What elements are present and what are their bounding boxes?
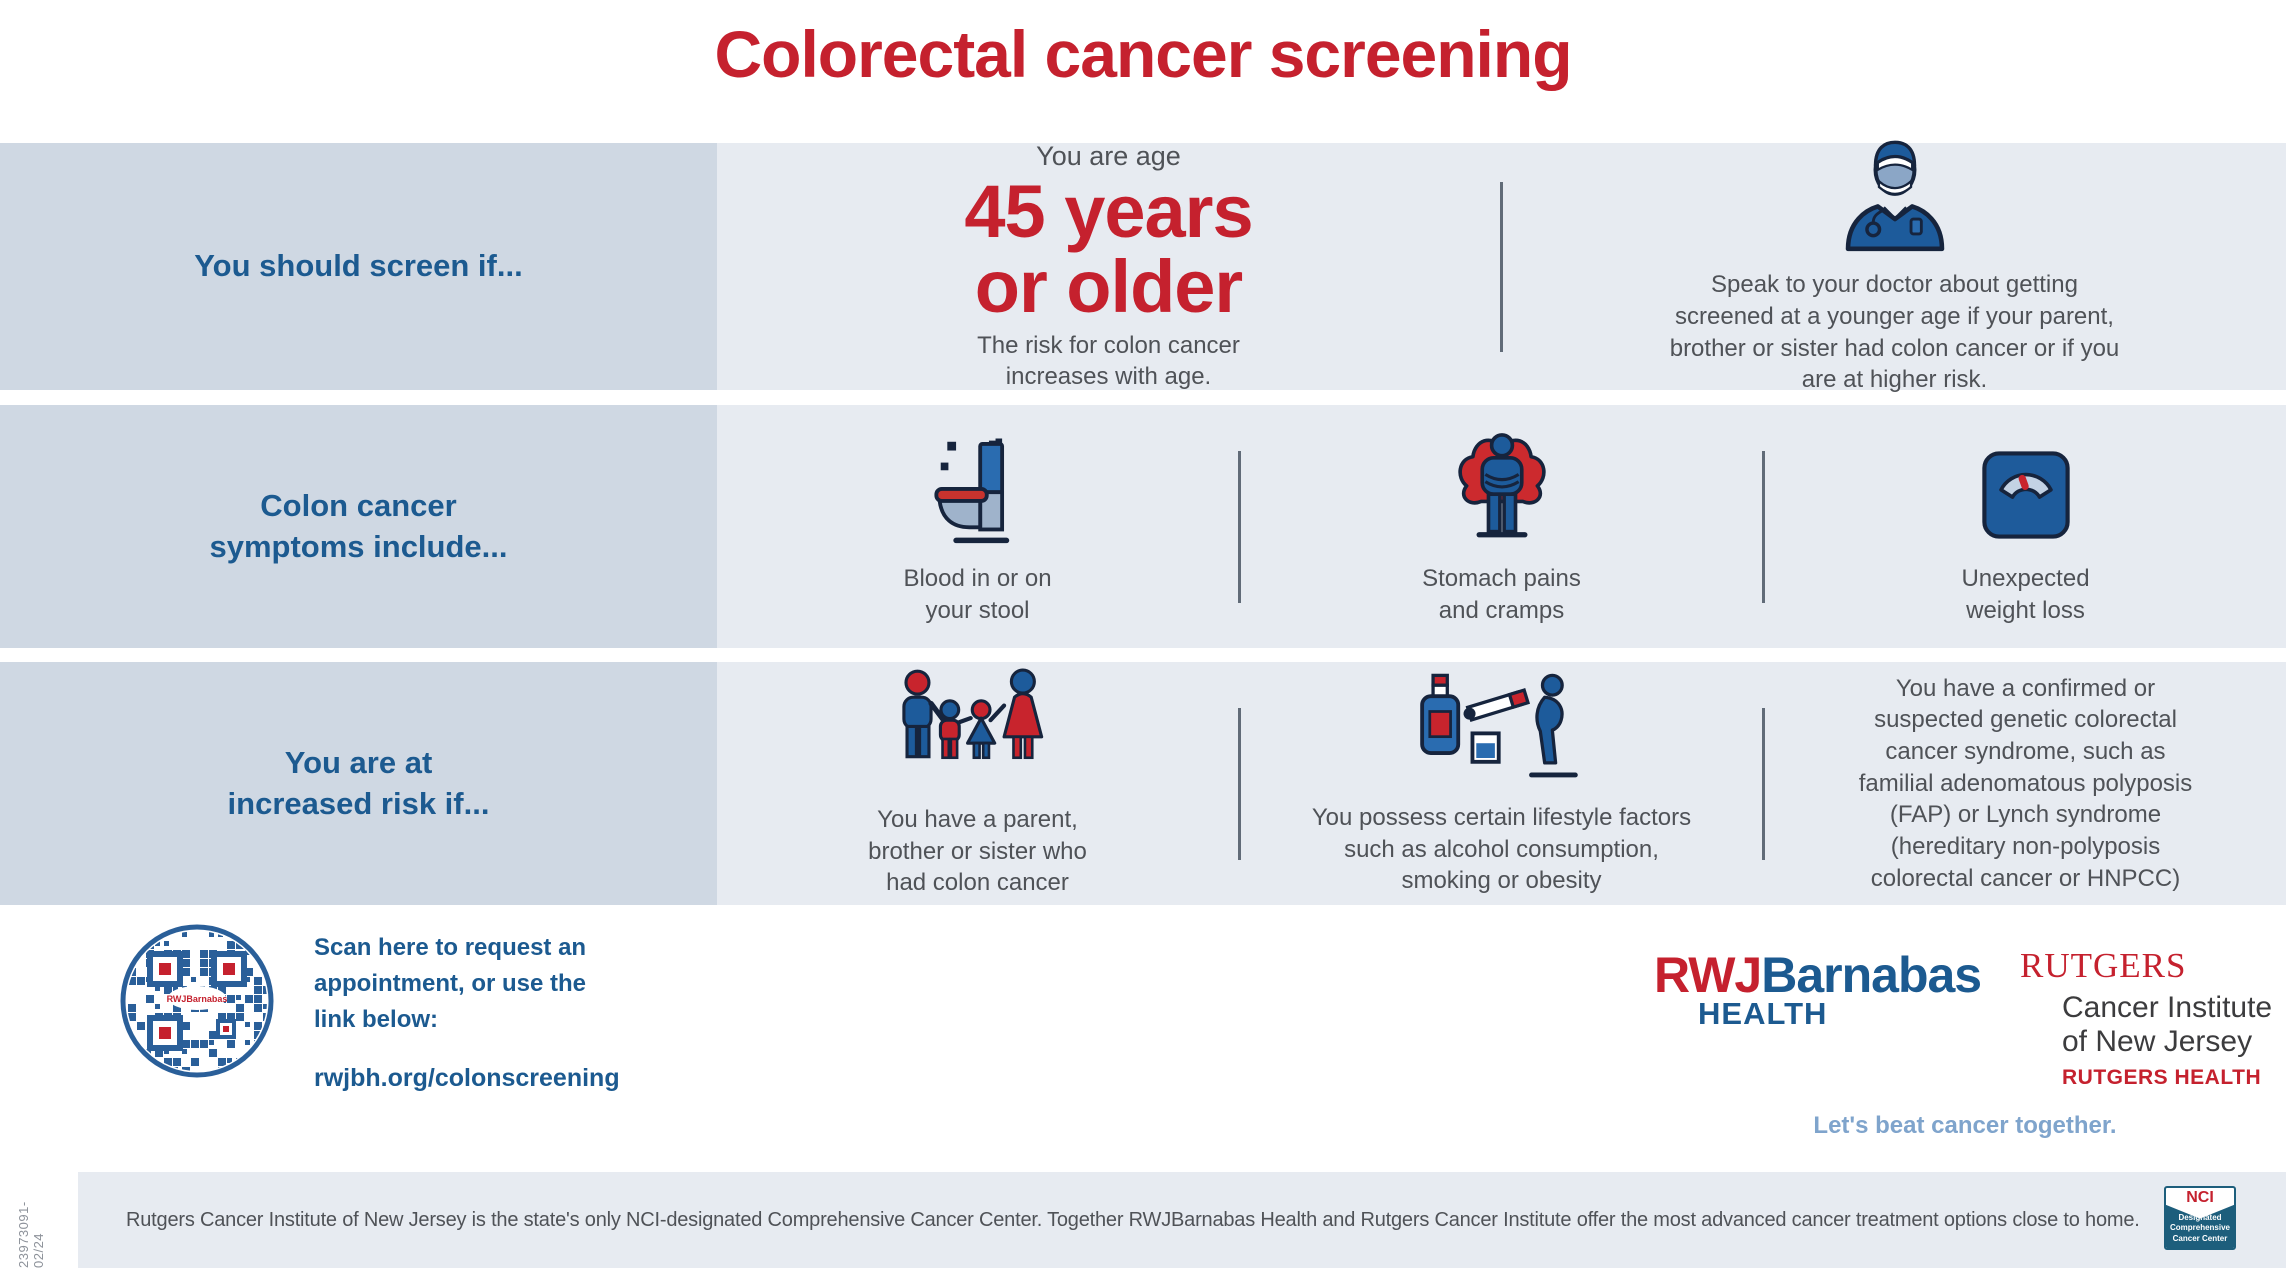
rutgers-wordmark: RUTGERS <box>2020 946 2187 985</box>
divider <box>1500 181 1503 352</box>
lifestyle-icon <box>1419 673 1578 778</box>
rutgers-logo: RUTGERS Cancer Institute of New Jersey R… <box>2020 948 2272 1090</box>
stomach-pain-icon <box>1457 432 1546 538</box>
row-label-symptoms: Colon cancer symptoms include... <box>0 405 717 648</box>
qr-code: RWJBarnabas <box>120 924 274 1078</box>
doctor-cell: Speak to your doctor about getting scree… <box>1503 140 2286 393</box>
age-big-line2: or older <box>974 245 1243 329</box>
divider <box>1762 707 1765 860</box>
scan-text: Scan here to request an appointment, or … <box>314 934 587 1033</box>
divider <box>1238 450 1241 603</box>
symptom-text: Blood in or on your stool <box>903 564 1052 624</box>
risk-family-history: You have a parent, brother or sister who… <box>717 662 1238 905</box>
cancer-institute-text: Cancer Institute of New Jersey <box>2062 991 2273 1058</box>
doctor-icon <box>1845 140 1944 252</box>
symptom-text: Stomach pains and cramps <box>1422 564 1581 624</box>
age-note-text: The risk for colon cancer increases with… <box>977 331 1240 390</box>
symptom-stomach-pain: Stomach pains and cramps <box>1241 405 1762 648</box>
page-title: Colorectal cancer screening <box>714 17 1572 91</box>
row-label-screen: You should screen if... <box>0 143 717 390</box>
row-risk: You are at increased risk if... <box>0 662 2286 905</box>
nci-badge-icon: NCI Designated Comprehensive Cancer Cent… <box>2164 1186 2236 1250</box>
footer-band: Rutgers Cancer Institute of New Jersey i… <box>78 1172 2286 1268</box>
toilet-icon <box>933 438 1009 543</box>
risk-genetic-syndrome: You have a confirmed or suspected geneti… <box>1765 662 2286 905</box>
symptom-blood-stool: Blood in or on your stool <box>717 405 1238 648</box>
rwj-logo-blue: Barnabas <box>1761 947 1982 1003</box>
rutgers-health-text: RUTGERS HEALTH <box>2062 1066 2262 1090</box>
weight-scale-icon <box>1981 451 2070 539</box>
symptom-text: Unexpected weight loss <box>1961 564 2090 624</box>
nci-badge-subtitle: Designated Comprehensive Cancer Center <box>2166 1204 2234 1248</box>
family-icon <box>901 668 1043 760</box>
tagline: Let's beat cancer together. <box>1813 1112 2117 1139</box>
row-symptoms-content: Blood in or on your stool S <box>717 405 2286 648</box>
doctor-text: Speak to your doctor about getting scree… <box>1669 271 2120 394</box>
print-code: 23973091-02/24 <box>16 1201 46 1268</box>
risk-text: You have a confirmed or suspected geneti… <box>1858 674 2193 892</box>
nci-badge-title: NCI <box>2186 1189 2214 1206</box>
symptom-weight-loss: Unexpected weight loss <box>1765 405 2286 648</box>
rwj-logo-health: HEALTH <box>1698 996 1828 1031</box>
row-symptoms: Colon cancer symptoms include... Blo <box>0 405 2286 648</box>
rwjbarnabas-logo: RWJBarnabas HEALTH <box>1654 947 1982 1031</box>
footer-text: Rutgers Cancer Institute of New Jersey i… <box>126 1208 2140 1231</box>
divider <box>1762 450 1765 603</box>
appointment-link[interactable]: rwjbh.org/colonscreening <box>314 1064 620 1092</box>
row-label-risk: You are at increased risk if... <box>0 662 717 905</box>
qr-center-text: RWJBarnabas <box>167 994 228 1004</box>
divider <box>1238 707 1241 860</box>
age-big-line1: 45 years <box>964 169 1253 253</box>
row-screen: You should screen if... You are age 45 y… <box>0 140 2286 393</box>
scan-instructions: Scan here to request an appointment, or … <box>314 922 620 1093</box>
age-pre-text: You are age <box>1036 140 1181 171</box>
risk-text: You possess certain lifestyle factors su… <box>1311 803 1692 895</box>
risk-lifestyle: You possess certain lifestyle factors su… <box>1241 662 1762 905</box>
row-risk-content: You have a parent, brother or sister who… <box>717 662 2286 905</box>
risk-text: You have a parent, brother or sister who… <box>868 806 1087 897</box>
row-screen-content: You are age 45 years or older The risk f… <box>717 140 2286 393</box>
rwj-logo-red: RWJ <box>1654 947 1762 1003</box>
appointment-section: RWJBarnabas Scan here to request an appo… <box>118 922 620 1093</box>
age-cell: You are age 45 years or older The risk f… <box>717 140 1500 390</box>
